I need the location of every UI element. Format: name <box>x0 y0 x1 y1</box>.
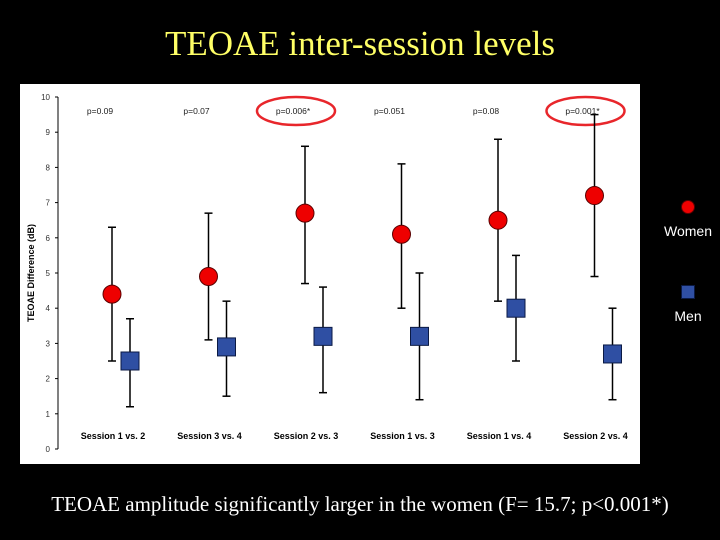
women-data-point <box>199 267 218 287</box>
men-data-point <box>603 344 622 364</box>
legend-marker-men <box>681 285 695 299</box>
p-value-label: p=0.08 <box>473 106 500 116</box>
y-tick-label: 5 <box>46 269 51 278</box>
x-category-label: Session 2 vs. 3 <box>274 431 339 441</box>
legend-label-men: Men <box>674 308 702 324</box>
y-tick-label: 9 <box>46 128 51 137</box>
p-value-label: p=0.07 <box>183 106 210 116</box>
chart-plot: 0 1 2 3 4 5 6 7 8 9 10 TEOAE Difference (dB) Session… <box>26 93 628 454</box>
y-tick-label: 0 <box>46 445 51 454</box>
y-tick-label: 2 <box>46 375 51 384</box>
y-tick-label: 4 <box>46 304 51 313</box>
men-data-point <box>217 337 236 357</box>
p-value-label: p=0.051 <box>374 106 405 116</box>
women-data-point <box>488 210 508 230</box>
p-value-label: p=0.09 <box>87 106 114 116</box>
slide-title: TEOAE inter-session levels <box>164 24 556 63</box>
legend-marker-women <box>681 200 695 214</box>
x-category-label: Session 2 vs. 4 <box>563 431 628 441</box>
y-tick-label: 1 <box>46 410 51 419</box>
highlight-ellipse <box>255 95 337 127</box>
women-data-point <box>295 203 315 223</box>
y-axis-title: TEOAE Difference (dB) <box>26 224 36 322</box>
y-tick-label: 10 <box>41 93 50 102</box>
x-category-label: Session 1 vs. 3 <box>370 431 435 441</box>
men-data-point <box>506 298 526 318</box>
women-data-point <box>102 284 122 304</box>
men-data-point <box>410 326 429 346</box>
legend-label-women: Women <box>664 223 712 239</box>
women-data-point <box>585 186 604 206</box>
x-category-label: Session 1 vs. 2 <box>81 431 146 441</box>
p-value-label: p=0.006* <box>276 106 311 116</box>
women-data-point <box>392 224 411 244</box>
highlight-ellipse <box>545 95 626 127</box>
legend-item-women: Women <box>648 200 720 241</box>
x-category-label: Session 3 vs. 4 <box>177 431 242 441</box>
y-tick-label: 7 <box>46 199 51 208</box>
slide-caption: TEOAE amplitude significantly larger in … <box>51 492 669 516</box>
legend-item-men: Men <box>648 285 720 326</box>
y-tick-label: 6 <box>46 234 51 243</box>
y-tick-label: 8 <box>46 163 51 172</box>
men-data-point <box>313 326 333 346</box>
x-category-label: Session 1 vs. 4 <box>467 431 532 441</box>
p-value-label: p=0.001* <box>565 106 600 116</box>
y-tick-label: 3 <box>46 339 51 348</box>
chart-panel: 0 1 2 3 4 5 6 7 8 9 10 TEOAE Difference (dB) Session… <box>20 84 640 464</box>
men-data-point <box>120 351 140 371</box>
